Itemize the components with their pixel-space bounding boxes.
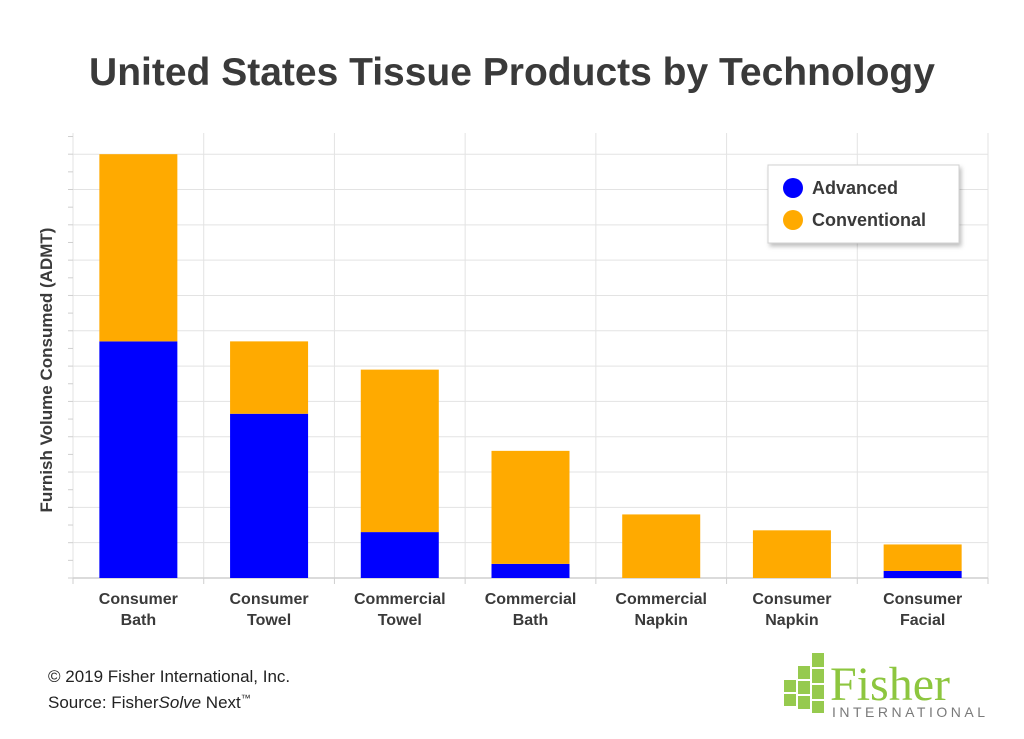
bar-conventional-5 (752, 530, 831, 578)
x-tick-label: Napkin (765, 612, 818, 629)
x-tick-label: Napkin (635, 612, 688, 629)
bar-conventional-4 (622, 514, 701, 578)
legend-box (767, 164, 960, 244)
logo-block (812, 685, 824, 699)
legend-label-conventional: Conventional (812, 210, 926, 230)
x-tick-label: Bath (121, 612, 157, 629)
bar-conventional-6 (883, 544, 962, 571)
bar-advanced-0 (99, 341, 178, 578)
legend-swatch-advanced (783, 178, 803, 198)
source-suffix: Next (201, 693, 241, 712)
bars (99, 154, 962, 578)
source-italic: Solve (158, 693, 202, 712)
logo-block (798, 696, 810, 709)
logo-block (812, 653, 824, 667)
x-tick-label: Consumer (99, 591, 178, 608)
legend-label-advanced: Advanced (812, 178, 898, 198)
logo-block (798, 681, 810, 694)
x-tick-label: Commercial (615, 591, 707, 608)
source-prefix: Source: Fisher (48, 693, 159, 712)
legend: Advanced Conventional (767, 164, 960, 244)
logo-block (812, 669, 824, 683)
x-tick-label: Facial (900, 612, 945, 629)
x-tick-label: Commercial (485, 591, 577, 608)
bar-advanced-1 (230, 413, 309, 578)
y-axis-label: Furnish Volume Consumed (ADMT) (37, 228, 56, 513)
x-tick-label: Consumer (752, 591, 831, 608)
source-text: Source: FisherSolve Next™ (48, 693, 251, 713)
x-axis-labels: Consumer Bath Consumer Towel Commercial Towel… (99, 591, 962, 629)
bar-conventional-1 (230, 341, 309, 414)
bar-advanced-6 (883, 570, 962, 578)
grid (68, 133, 989, 584)
legend-swatch-conventional (783, 210, 803, 230)
bar-advanced-3 (491, 563, 570, 578)
x-tick-label: Consumer (883, 591, 962, 608)
logo-block (812, 701, 824, 713)
x-tick-label: Commercial (354, 591, 446, 608)
trademark-symbol: ™ (240, 693, 251, 705)
fisher-logo: Fisher INTERNATIONAL (784, 653, 988, 720)
bar-conventional-0 (99, 154, 178, 342)
logo-word: Fisher (830, 658, 950, 711)
logo-block (784, 680, 796, 692)
bar-conventional-2 (360, 369, 439, 533)
x-tick-label: Consumer (230, 591, 309, 608)
bar-advanced-2 (360, 532, 439, 578)
copyright-text: © 2019 Fisher International, Inc. (48, 667, 291, 686)
logo-block (798, 666, 810, 679)
bar-conventional-3 (491, 450, 570, 564)
logo-subtitle: INTERNATIONAL (832, 704, 988, 720)
x-tick-label: Towel (247, 612, 291, 629)
chart-title: United States Tissue Products by Technol… (89, 51, 935, 94)
logo-block (784, 694, 796, 706)
x-tick-label: Towel (378, 612, 422, 629)
x-tick-label: Bath (513, 612, 549, 629)
fisher-building-icon (784, 653, 824, 713)
